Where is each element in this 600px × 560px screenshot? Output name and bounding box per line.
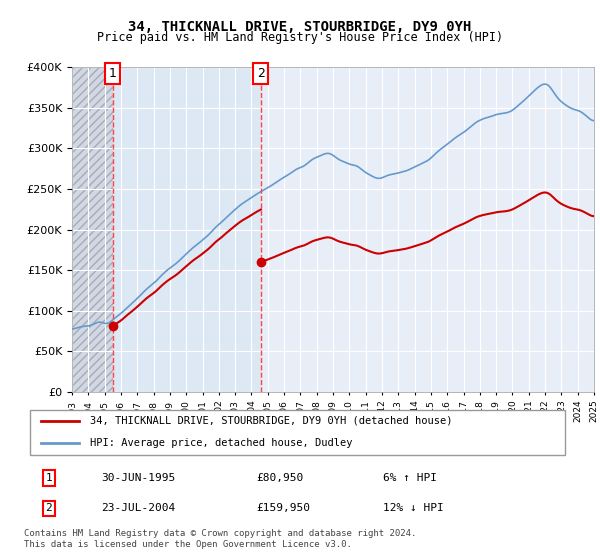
Text: 23-JUL-2004: 23-JUL-2004	[101, 503, 176, 514]
Text: 34, THICKNALL DRIVE, STOURBRIDGE, DY9 0YH: 34, THICKNALL DRIVE, STOURBRIDGE, DY9 0Y…	[128, 20, 472, 34]
Text: 2: 2	[46, 503, 52, 514]
Text: £80,950: £80,950	[256, 473, 303, 483]
Text: 34, THICKNALL DRIVE, STOURBRIDGE, DY9 0YH (detached house): 34, THICKNALL DRIVE, STOURBRIDGE, DY9 0Y…	[90, 416, 453, 426]
FancyBboxPatch shape	[29, 410, 565, 455]
Bar	[72, 67, 113, 392]
Bar	[260, 67, 600, 392]
Text: Contains HM Land Registry data © Crown copyright and database right 2024.
This d: Contains HM Land Registry data © Crown c…	[24, 529, 416, 549]
Text: 12% ↓ HPI: 12% ↓ HPI	[383, 503, 443, 514]
Text: Price paid vs. HM Land Registry's House Price Index (HPI): Price paid vs. HM Land Registry's House …	[97, 31, 503, 44]
Text: 6% ↑ HPI: 6% ↑ HPI	[383, 473, 437, 483]
Bar	[113, 67, 260, 392]
Text: 1: 1	[46, 473, 52, 483]
Text: 2: 2	[257, 67, 265, 80]
Text: HPI: Average price, detached house, Dudley: HPI: Average price, detached house, Dudl…	[90, 438, 353, 448]
Text: £159,950: £159,950	[256, 503, 310, 514]
Text: 30-JUN-1995: 30-JUN-1995	[101, 473, 176, 483]
Text: 1: 1	[109, 67, 117, 80]
